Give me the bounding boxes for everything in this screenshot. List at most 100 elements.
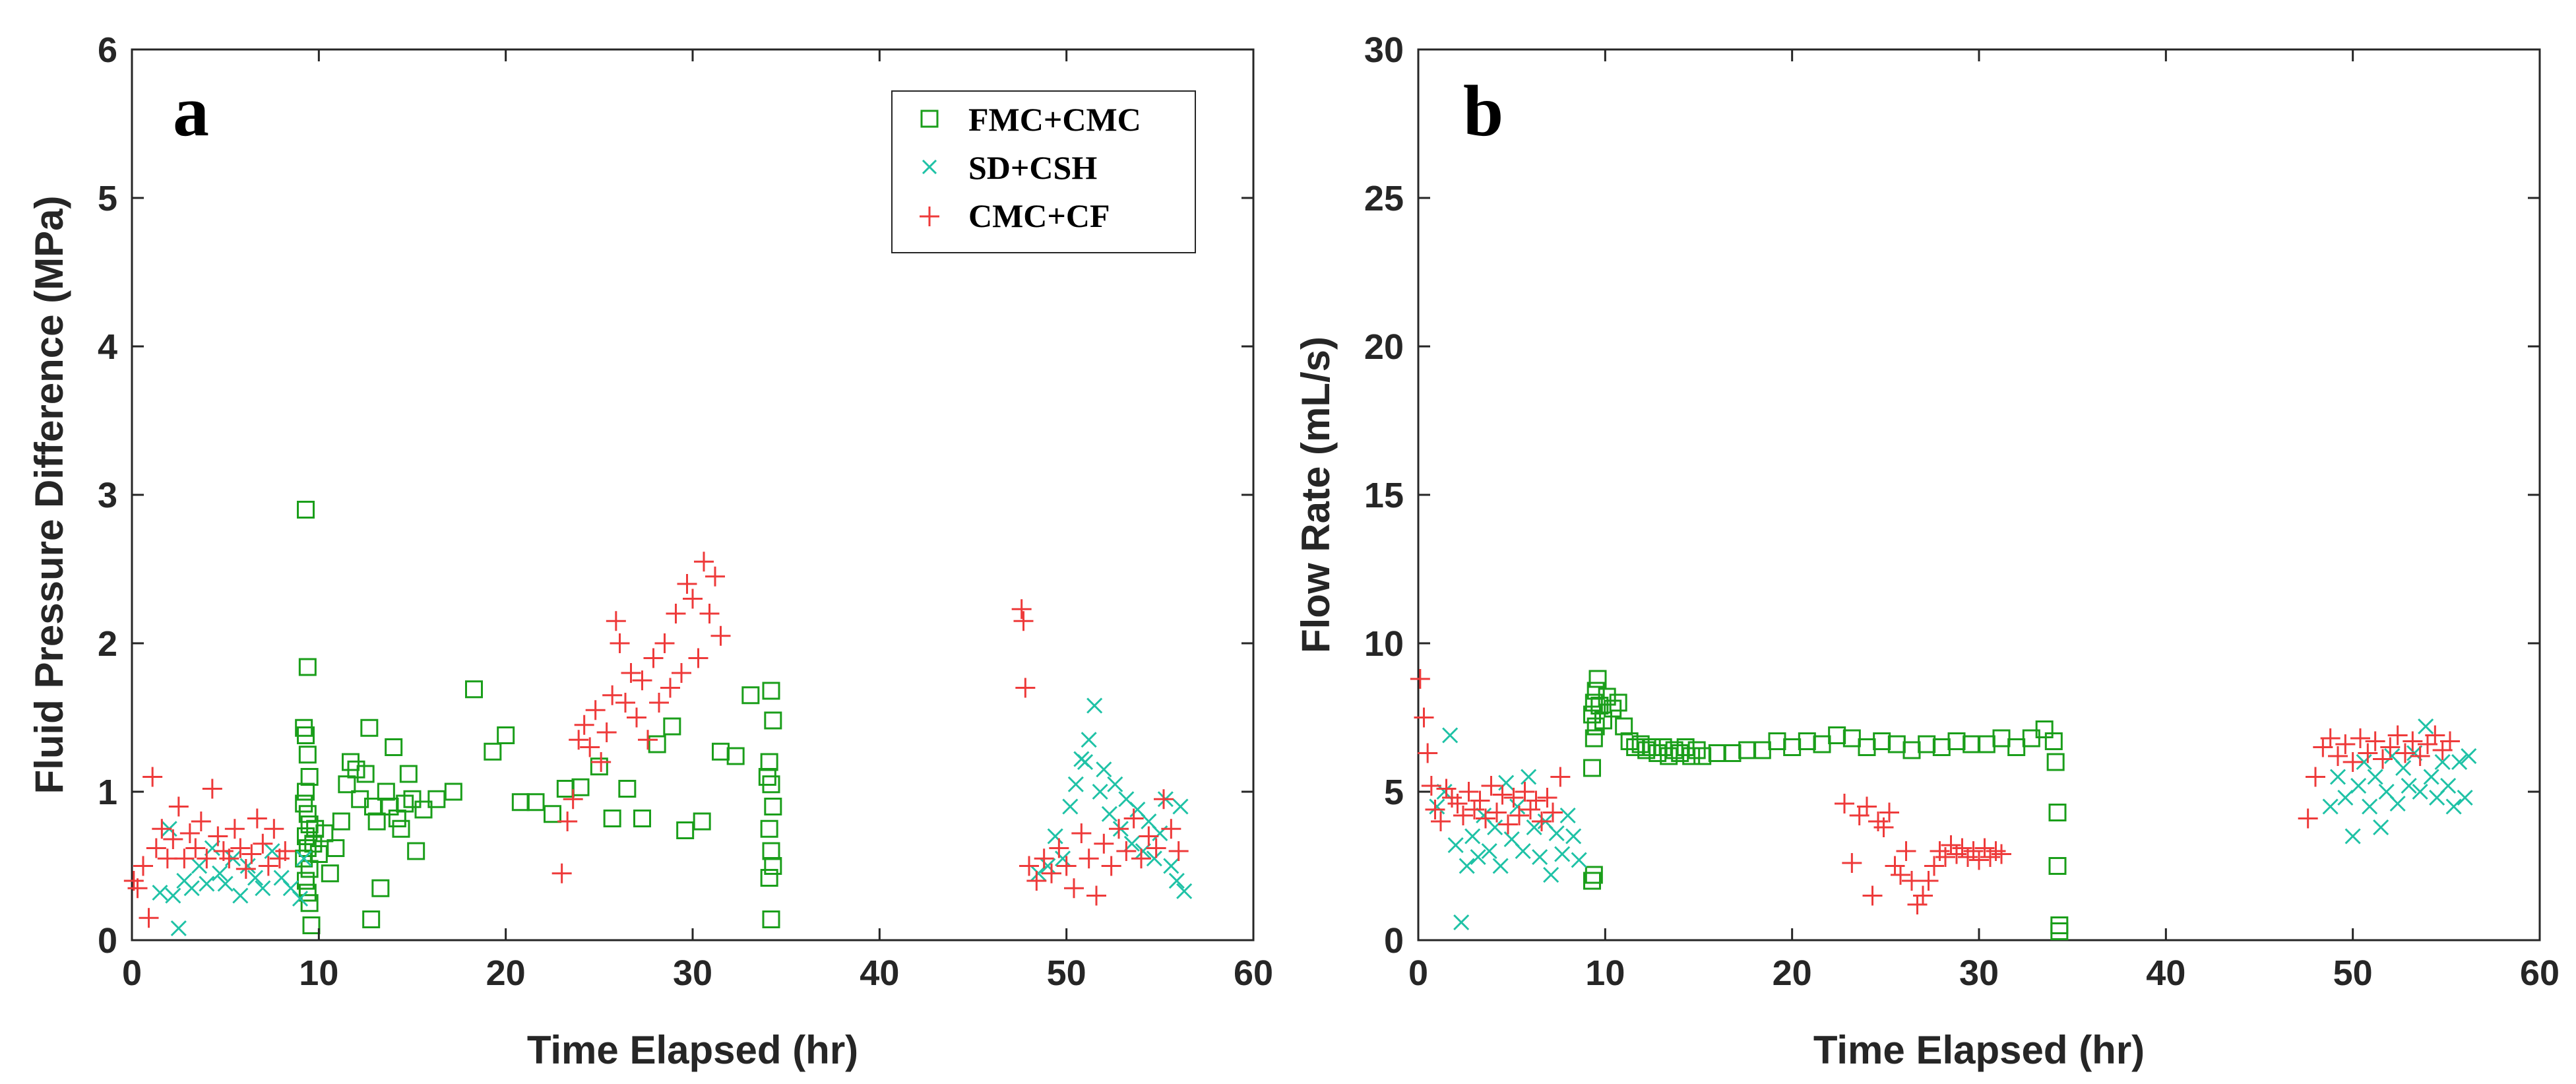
y-tick-label: 20 — [1364, 327, 1404, 367]
data-point-sd-csh-b — [1526, 819, 1542, 836]
data-point-fmc-cmc-a — [297, 501, 315, 519]
panel-letter-b: b — [1463, 71, 1503, 151]
data-point-cmc-cf-b — [1918, 871, 1939, 891]
data-point-cmc-cf-b — [1842, 853, 1862, 873]
data-point-cmc-cf-a — [632, 670, 652, 691]
data-point-cmc-cf-a — [1139, 826, 1159, 846]
data-point-cmc-cf-b — [1418, 743, 1438, 763]
data-point-cmc-cf-a — [253, 833, 273, 854]
data-point-cmc-cf-a — [666, 604, 686, 623]
data-point-sd-csh-b — [2445, 798, 2462, 815]
data-point-cmc-cf-a — [638, 730, 658, 750]
data-point-sd-csh-b — [1492, 858, 1509, 874]
data-point-cmc-cf-b — [2395, 743, 2415, 763]
data-point-fmc-cmc-a — [571, 778, 590, 796]
data-point-sd-csh-b — [1548, 825, 1565, 842]
data-point-sd-csh-b — [1481, 843, 1497, 860]
y-tick-label: 0 — [1384, 921, 1404, 961]
y-tick-label: 5 — [98, 179, 117, 218]
panel-b: 0 10 20 30 40 50 60 0 5 10 15 20 25 30 b Time Elapsed… — [1294, 30, 2560, 1072]
data-point-cmc-cf-a — [174, 848, 195, 869]
data-point-sd-csh-b — [1464, 828, 1481, 845]
y-tick-label: 3 — [98, 476, 117, 515]
data-point-sd-csh-b — [2451, 753, 2468, 771]
data-point-cmc-cf-a — [660, 678, 680, 698]
data-point-sd-csh-a — [183, 880, 200, 897]
data-point-sd-csh-a — [255, 880, 271, 897]
legend-label-sd-csh: SD+CSH — [968, 149, 1097, 186]
data-point-cmc-cf-a — [606, 611, 626, 631]
data-point-cmc-cf-a — [219, 848, 239, 869]
x-tick-label: 60 — [1234, 953, 1273, 993]
x-tick-label: 50 — [1047, 953, 1086, 993]
data-point-cmc-cf-a — [139, 908, 159, 928]
data-point-cmc-cf-a — [258, 856, 278, 876]
data-point-cmc-cf-a — [699, 604, 720, 623]
data-point-sd-csh-b — [2356, 753, 2372, 771]
data-point-fmc-cmc-b — [2035, 720, 2054, 738]
data-point-sd-csh-a — [1176, 883, 1193, 899]
data-point-cmc-cf-a — [191, 812, 211, 831]
data-point-sd-csh-b — [1521, 769, 1537, 785]
data-point-cmc-cf-b — [2335, 734, 2356, 754]
data-point-cmc-cf-b — [1879, 802, 1899, 823]
data-point-cmc-cf-b — [1835, 794, 1854, 813]
data-point-cmc-cf-a — [672, 663, 691, 683]
data-point-cmc-cf-a — [683, 589, 703, 609]
data-point-sd-csh-b — [1515, 843, 1531, 860]
data-point-cmc-cf-a — [591, 752, 612, 772]
data-point-cmc-cf-a — [157, 848, 177, 869]
data-point-cmc-cf-a — [127, 878, 148, 899]
data-point-cmc-cf-a — [230, 838, 251, 858]
data-point-cmc-cf-a — [621, 663, 641, 683]
data-point-cmc-cf-a — [1026, 871, 1047, 891]
data-point-cmc-cf-b — [2403, 731, 2423, 751]
data-point-fmc-cmc-a — [760, 869, 778, 887]
data-point-cmc-cf-a — [1109, 819, 1129, 839]
data-point-sd-csh-b — [1554, 846, 1571, 862]
y-tick-label: 10 — [1364, 624, 1404, 664]
legend: FMC+CMC SD+CSH CMC+CF — [891, 90, 1196, 253]
panel-letter-a: a — [173, 71, 209, 151]
data-point-cmc-cf-b — [1891, 865, 1910, 885]
data-point-fmc-cmc-a — [302, 916, 321, 934]
data-point-cmc-cf-a — [688, 648, 708, 668]
data-point-cmc-cf-b — [1857, 796, 1877, 817]
data-point-cmc-cf-a — [1086, 885, 1106, 906]
legend-box — [891, 90, 1196, 253]
data-point-fmc-cmc-a — [306, 819, 325, 838]
data-point-sd-csh-a — [1107, 776, 1123, 792]
data-point-cmc-cf-b — [2298, 808, 2318, 829]
data-point-fmc-cmc-b — [1585, 866, 1603, 884]
data-point-sd-csh-b — [1559, 807, 1576, 824]
y-tick-label: 25 — [1364, 179, 1404, 218]
x-tick-label: 0 — [122, 953, 142, 993]
data-point-fmc-cmc-a — [762, 682, 780, 700]
data-point-cmc-cf-a — [610, 633, 630, 653]
data-point-cmc-cf-a — [1161, 819, 1181, 839]
data-point-cmc-cf-b — [1481, 776, 1501, 796]
data-point-fmc-cmc-a — [693, 812, 711, 831]
data-point-cmc-cf-b — [2342, 752, 2363, 772]
data-point-fmc-cmc-b — [1598, 687, 1616, 706]
data-point-sd-csh-b — [2344, 828, 2361, 845]
data-point-fmc-cmc-a — [484, 742, 502, 761]
data-point-cmc-cf-b — [2380, 737, 2401, 757]
data-point-cmc-cf-a — [694, 552, 714, 572]
data-point-cmc-cf-b — [2358, 743, 2378, 763]
data-point-cmc-cf-b — [2410, 746, 2430, 766]
points-layer-a — [123, 501, 1193, 937]
data-point-sd-csh-a — [1168, 872, 1185, 889]
data-point-fmc-cmc-a — [367, 812, 386, 831]
data-point-fmc-cmc-b — [2048, 857, 2067, 875]
data-point-fmc-cmc-a — [327, 839, 345, 857]
data-point-sd-csh-a — [264, 843, 280, 860]
data-point-cmc-cf-b — [1509, 806, 1529, 825]
data-point-cmc-cf-a — [1056, 856, 1077, 876]
data-point-sd-csh-b — [1571, 852, 1587, 868]
data-point-sd-csh-a — [1030, 865, 1047, 881]
data-point-fmc-cmc-b — [1583, 759, 1601, 777]
data-point-cmc-cf-b — [1421, 776, 1441, 796]
data-point-cmc-cf-a — [1146, 838, 1166, 858]
